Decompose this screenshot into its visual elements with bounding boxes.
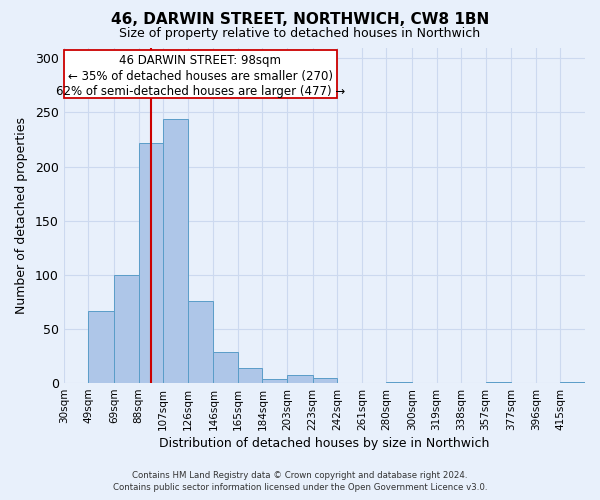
Bar — [262, 378, 287, 383]
X-axis label: Distribution of detached houses by size in Northwich: Distribution of detached houses by size … — [159, 437, 490, 450]
Bar — [163, 119, 188, 383]
Y-axis label: Number of detached properties: Number of detached properties — [15, 117, 28, 314]
Text: Size of property relative to detached houses in Northwich: Size of property relative to detached ho… — [119, 28, 481, 40]
Text: 46 DARWIN STREET: 98sqm: 46 DARWIN STREET: 98sqm — [119, 54, 281, 67]
Bar — [139, 143, 163, 383]
Bar — [88, 310, 114, 383]
Text: 62% of semi-detached houses are larger (477) →: 62% of semi-detached houses are larger (… — [56, 86, 345, 98]
Bar — [188, 301, 214, 383]
Bar — [485, 382, 511, 383]
Bar — [114, 275, 139, 383]
Text: ← 35% of detached houses are smaller (270): ← 35% of detached houses are smaller (27… — [68, 70, 333, 82]
Bar — [287, 376, 313, 383]
Bar — [313, 378, 337, 383]
Text: Contains HM Land Registry data © Crown copyright and database right 2024.
Contai: Contains HM Land Registry data © Crown c… — [113, 471, 487, 492]
Bar — [560, 382, 585, 383]
Bar — [214, 352, 238, 383]
Text: 46, DARWIN STREET, NORTHWICH, CW8 1BN: 46, DARWIN STREET, NORTHWICH, CW8 1BN — [111, 12, 489, 28]
Bar — [386, 382, 412, 383]
FancyBboxPatch shape — [64, 50, 337, 98]
Bar — [238, 368, 262, 383]
